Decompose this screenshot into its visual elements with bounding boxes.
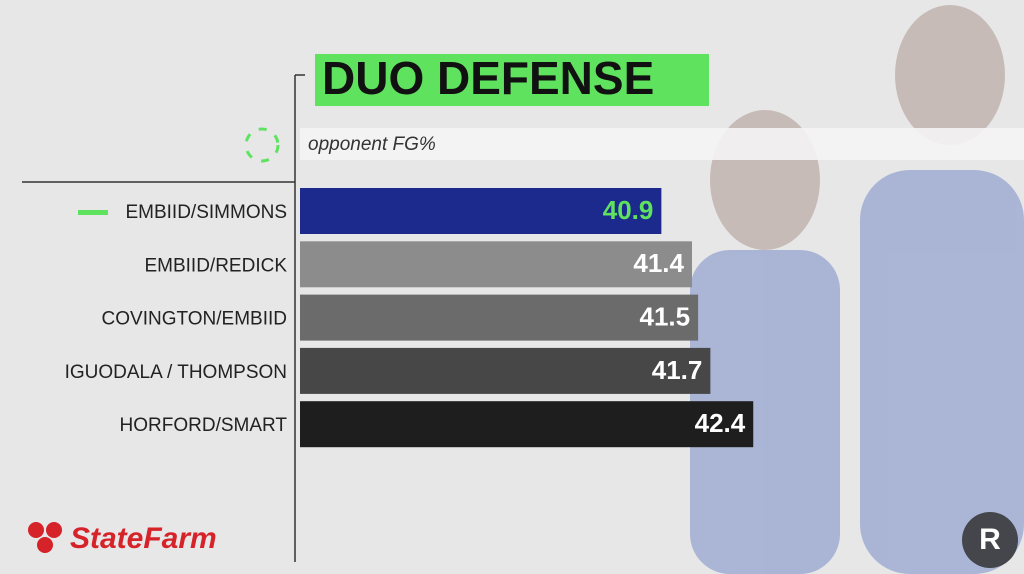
subtitle-band [300, 128, 1024, 160]
highlight-marker [78, 210, 108, 215]
category-label: IGUODALA / THOMPSON [65, 362, 287, 383]
bar [300, 347, 711, 394]
bar [300, 188, 662, 234]
sponsor-icon [28, 522, 62, 553]
bar [300, 401, 754, 448]
value-label: 41.4 [633, 248, 684, 278]
sponsor-logo: StateFarm [70, 522, 217, 555]
bar [300, 241, 692, 288]
value-label: 41.5 [640, 301, 691, 331]
value-label: 42.4 [695, 408, 746, 438]
bar [300, 294, 699, 341]
chart-subtitle: opponent FG% [308, 134, 436, 155]
category-label: EMBIID/REDICK [144, 255, 287, 276]
value-label: 41.7 [652, 355, 703, 385]
chart-title: DUO DEFENSE [322, 52, 654, 104]
value-label: 40.9 [603, 195, 654, 225]
category-label: HORFORD/SMART [120, 415, 288, 436]
player-photo [690, 5, 1024, 574]
title-background [315, 54, 709, 106]
category-label: EMBIID/SIMMONS [125, 202, 287, 223]
category-label: COVINGTON/EMBIID [102, 309, 287, 330]
icon [244, 127, 280, 163]
watermark-badge [962, 512, 1018, 568]
watermark: R [979, 523, 1001, 556]
